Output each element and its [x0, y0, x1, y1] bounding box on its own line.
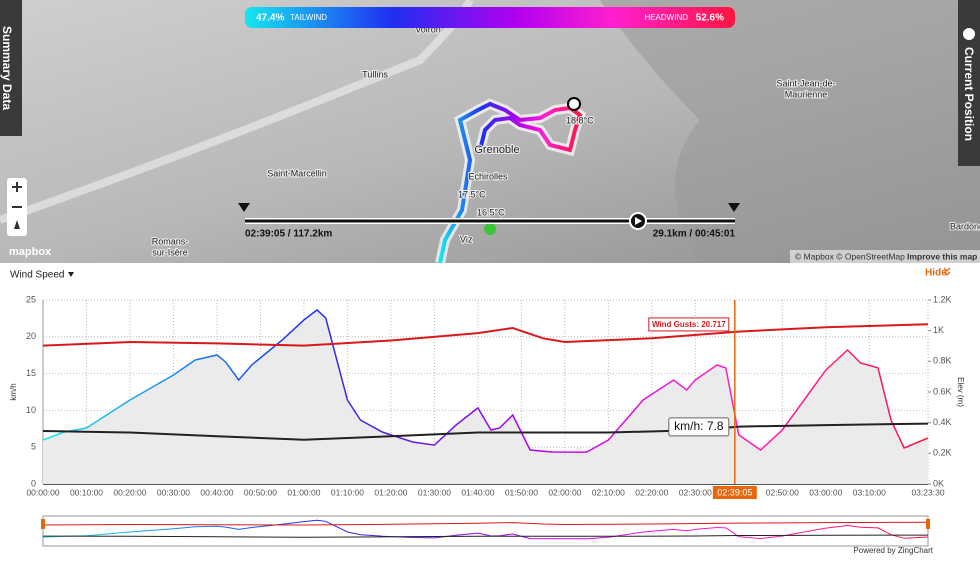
map[interactable]: Voiron Tullins Saint-Marcellin Romans- s…	[0, 0, 980, 265]
elevation-area	[43, 310, 928, 484]
overview-line	[42, 519, 929, 540]
place-label: Saint-Jean-de-	[776, 78, 835, 88]
x-tick-label: 00:10:00	[70, 487, 103, 497]
route	[438, 101, 583, 264]
x-tick-label: 01:20:00	[374, 487, 407, 497]
y2-tick-label: 1.2K	[933, 294, 952, 304]
x-tick-label: 03:00:00	[809, 487, 842, 497]
relief	[600, 0, 980, 263]
gust-tooltip-bg	[648, 317, 730, 332]
x-tick-label: 01:40:00	[461, 487, 494, 497]
y2-tick-label: 0.4K	[933, 417, 952, 427]
y-tick-label: 0	[31, 478, 36, 488]
temperature-label: 17.5°C	[458, 189, 486, 199]
y-tick-label: 20	[26, 331, 36, 341]
place-label: Viz	[460, 234, 473, 244]
position-tab-label[interactable]: Current Position	[962, 47, 976, 141]
hide-link[interactable]: Hide	[925, 268, 947, 279]
temperature-label: 16.5°C	[477, 207, 505, 217]
scrubber-start[interactable]	[238, 203, 250, 212]
gust-tooltip: Wind Gusts: 20.717	[652, 320, 726, 329]
place-label: Saint-Marcellin	[267, 168, 327, 178]
place-label: Echirolles	[468, 171, 508, 181]
cursor-label: 02:39:05	[717, 487, 752, 497]
x-tick-label: 02:10:00	[592, 487, 625, 497]
y-tick-label: 25	[26, 294, 36, 304]
y2-tick-label: 0K	[933, 478, 944, 488]
compass[interactable]	[14, 220, 20, 229]
cursor-label-bg	[712, 486, 757, 499]
y2-axis-title: Elev (m)	[956, 377, 965, 407]
x-tick-label: 02:20:00	[635, 487, 668, 497]
place-label: Bardone	[950, 221, 980, 231]
y2-tick-label: 0.8K	[933, 356, 952, 366]
place-label: Maurienne	[785, 89, 828, 99]
position-icon	[963, 28, 975, 40]
overview-handle	[926, 519, 930, 529]
y2-tick-label: 0.6K	[933, 386, 952, 396]
place-label: Grenoble	[474, 144, 519, 156]
place-label: sur-Isère	[152, 247, 188, 257]
chart-title[interactable]: Wind Speed	[10, 270, 64, 281]
summary-tab[interactable]	[0, 0, 22, 136]
overview-handle	[41, 519, 45, 529]
overview-line	[42, 534, 929, 538]
overview[interactable]	[42, 515, 929, 547]
place-label: Tullins	[362, 69, 388, 79]
improve-link[interactable]: Improve this map	[907, 251, 977, 261]
temperature-label: 18.8°C	[566, 115, 594, 125]
x-tick-label: 01:30:00	[418, 487, 451, 497]
y2-tick-label: 0.2K	[933, 448, 952, 458]
tailwind-label: TAILWIND	[290, 13, 327, 22]
play-icon	[635, 217, 642, 225]
x-tick-label: 00:40:00	[200, 487, 233, 497]
wind-tooltip: km/h: 7.8	[674, 419, 724, 433]
summary-tab-label[interactable]: Summary Data	[0, 26, 14, 110]
plot: 0 5 10 15 20 25 0K 0.2K 0.4K 0.6K 0.8K 1K 1.2K 00:00:…	[26, 294, 952, 540]
position-tab[interactable]	[958, 0, 980, 166]
powered-by: Powered by ZingChart	[853, 546, 933, 555]
x-tick-label: 03:10:00	[853, 487, 886, 497]
finish-flag	[567, 97, 581, 111]
headwind-value: 52.6%	[696, 13, 724, 24]
scrubber-end[interactable]	[728, 203, 740, 212]
y-tick-label: 5	[31, 442, 36, 452]
x-tick-label: 00:20:00	[113, 487, 146, 497]
y-tick-label: 10	[26, 405, 36, 415]
wind-bar	[245, 7, 735, 28]
mapbox-logo[interactable]: mapbox	[9, 246, 52, 258]
attribution: © Mapbox © OpenStreetMap	[795, 251, 905, 261]
place-label: Romans-	[152, 236, 189, 246]
series-line	[42, 323, 929, 347]
x-tick-label: 00:30:00	[157, 487, 190, 497]
zoom-in[interactable]	[12, 182, 22, 192]
x-tick-label: 02:00:00	[548, 487, 581, 497]
x-tick-label: 01:10:00	[331, 487, 364, 497]
hide-chevron	[943, 267, 951, 276]
series-line	[42, 422, 929, 441]
x-tick-label: 01:50:00	[505, 487, 538, 497]
dropdown-arrow[interactable]	[68, 272, 74, 277]
overview-line	[42, 521, 929, 526]
attribution-bg	[790, 250, 980, 263]
start-marker	[484, 223, 496, 235]
x-tick-label: 02:30:00	[679, 487, 712, 497]
x-tick-label: 00:50:00	[244, 487, 277, 497]
y2-tick-label: 1K	[933, 325, 944, 335]
x-tick-label: 02:50:00	[766, 487, 799, 497]
headwind-label: HEADWIND	[644, 13, 688, 22]
x-tick-label: 01:00:00	[287, 487, 320, 497]
tailwind-value: 47.4%	[256, 13, 284, 24]
y-tick-label: 15	[26, 368, 36, 378]
elevation-line	[42, 309, 929, 453]
y-axis-title: km/h	[9, 383, 18, 400]
wind-tooltip-bg	[668, 417, 730, 437]
scrubber-right: 29.1km / 00:45:01	[653, 229, 736, 240]
x-tick-label: 00:00:00	[26, 487, 59, 497]
x-tick-label: 03:23:30	[911, 487, 944, 497]
scrubber-left: 02:39:05 / 117.2km	[245, 229, 332, 240]
